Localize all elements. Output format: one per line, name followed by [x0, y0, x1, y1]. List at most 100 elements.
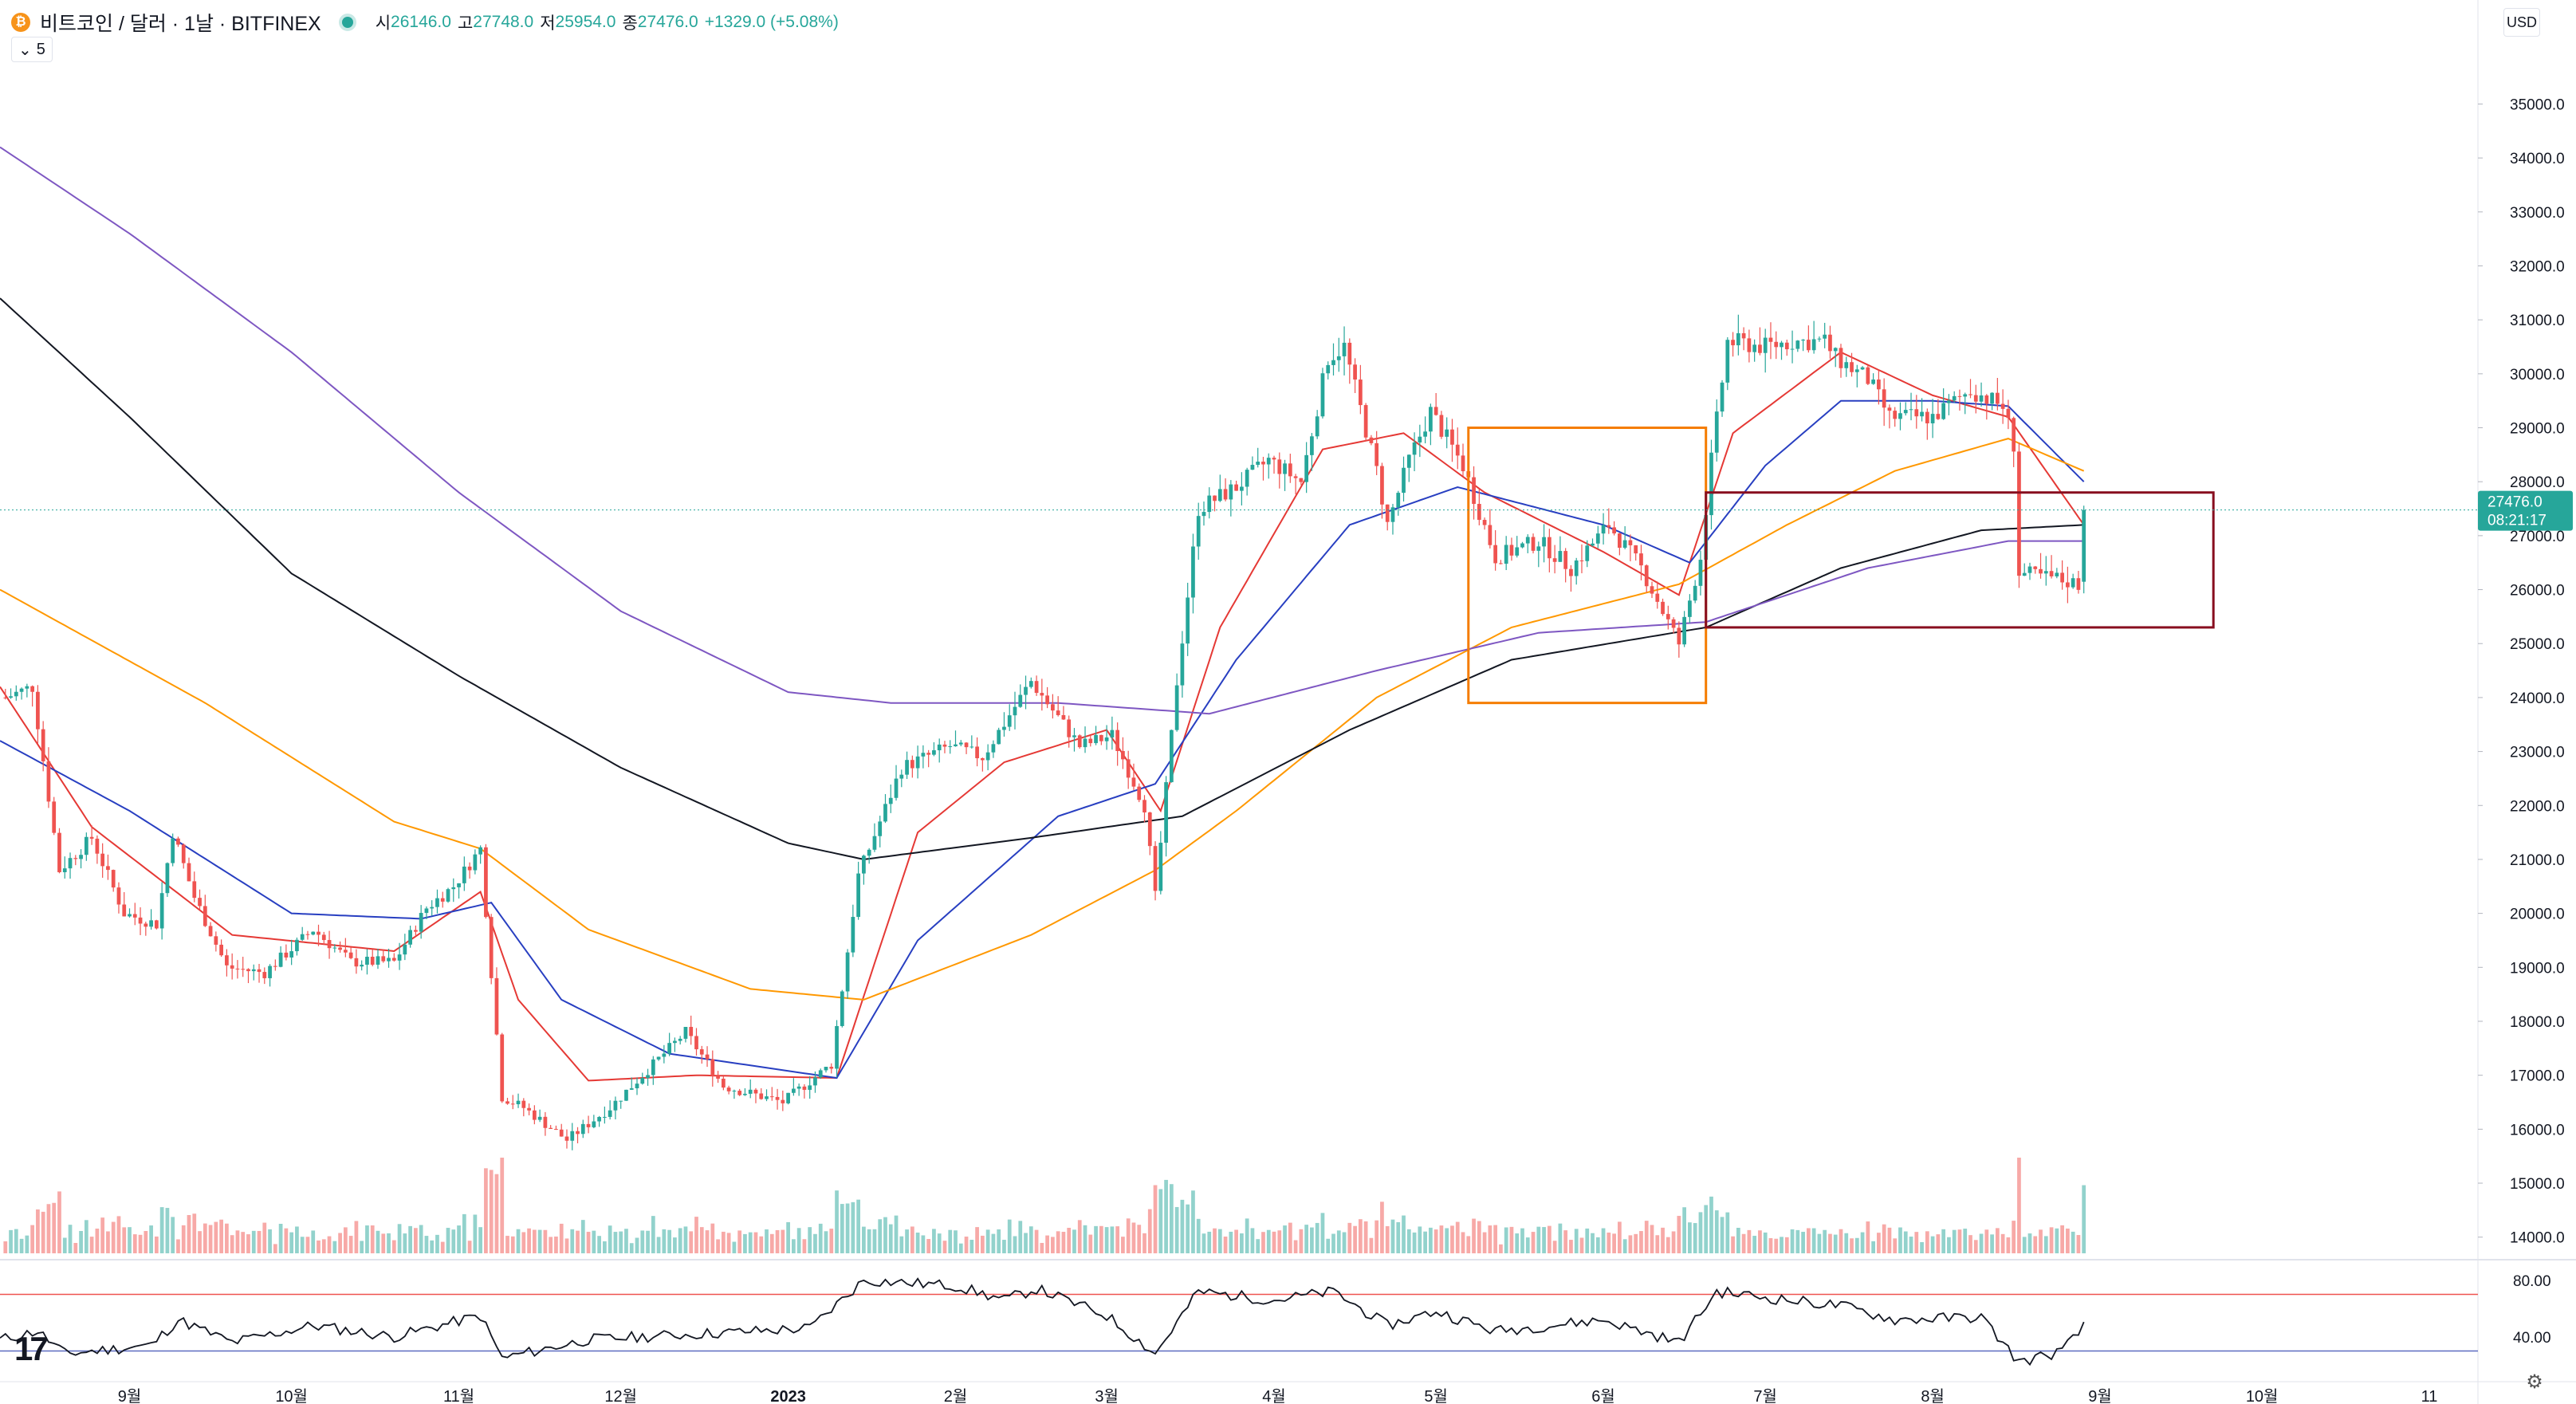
- candle-body: [500, 1034, 505, 1102]
- time-axis[interactable]: 9월 10월 11월 12월 2023 2월 3월 4월 5월 6월 7월 8월 9월 10월 11: [118, 1387, 2438, 1404]
- volume-bar: [1380, 1201, 1384, 1253]
- volume-bar: [1930, 1236, 1935, 1253]
- candle-body: [1024, 686, 1028, 695]
- volume-bar: [1877, 1233, 1881, 1253]
- volume-bar: [149, 1225, 153, 1253]
- candle-body: [537, 1116, 542, 1120]
- candle-body: [942, 744, 947, 747]
- candle-body: [872, 836, 877, 850]
- indicator-toggle[interactable]: ⌄ 5: [11, 37, 53, 62]
- candle-body: [613, 1100, 618, 1111]
- candle-body: [845, 952, 850, 992]
- candle-body: [1217, 489, 1222, 501]
- currency-button[interactable]: USD: [2503, 8, 2540, 37]
- volume-bar: [619, 1231, 623, 1253]
- volume-bars: [3, 1158, 2086, 1253]
- volume-bar: [808, 1227, 812, 1253]
- candle-body: [1380, 466, 1384, 505]
- candle-body: [905, 760, 909, 775]
- volume-bar: [1347, 1222, 1352, 1253]
- volume-bar: [414, 1228, 418, 1253]
- volume-bar: [1385, 1225, 1390, 1253]
- candle-body: [570, 1131, 575, 1141]
- volume-bar: [818, 1223, 823, 1253]
- candle-body: [171, 838, 175, 863]
- close-label: 종: [622, 14, 638, 33]
- candle-body: [1099, 734, 1103, 741]
- volume-bar: [435, 1234, 439, 1253]
- candle-body: [802, 1086, 807, 1090]
- volume-bar: [19, 1238, 24, 1253]
- volume-bar: [46, 1204, 51, 1253]
- candle-body: [473, 854, 478, 871]
- candle-body: [1877, 380, 1881, 390]
- volume-bar: [1223, 1237, 1228, 1253]
- volume-bar: [1909, 1237, 1913, 1253]
- volume-bar: [154, 1236, 159, 1253]
- volume-bar: [1169, 1184, 1174, 1253]
- candle-body: [403, 944, 407, 955]
- candle-body: [2012, 418, 2016, 452]
- candle-body: [1056, 710, 1060, 715]
- candle-body: [1990, 392, 1994, 404]
- low-label: 저: [540, 14, 556, 33]
- price-axis[interactable]: 14000.0 15000.0 16000.0 17000.0 18000.0 19000…: [2478, 96, 2565, 1347]
- candle-body: [1326, 364, 1331, 374]
- volume-bar: [462, 1213, 466, 1253]
- volume-bar: [348, 1236, 353, 1253]
- volume-bar: [1115, 1226, 1120, 1253]
- volume-bar: [1947, 1237, 1951, 1253]
- volume-bar: [1768, 1237, 1773, 1253]
- candle-body: [332, 947, 337, 949]
- volume-bar: [165, 1208, 170, 1253]
- volume-bar: [1736, 1228, 1740, 1253]
- candle-body: [662, 1053, 667, 1057]
- price-tick-label: 23000.0: [2510, 745, 2565, 761]
- candle-body: [1688, 600, 1692, 617]
- drawn-boxes[interactable]: [1467, 427, 2215, 705]
- candlesticks: [3, 314, 2086, 1150]
- volume-bar: [2000, 1233, 2005, 1253]
- volume-bar: [1860, 1232, 1865, 1253]
- candle-body: [1201, 512, 1206, 517]
- volume-bar: [1591, 1233, 1595, 1253]
- candle-body: [192, 881, 197, 899]
- candle-body: [737, 1091, 742, 1095]
- volume-bar: [1099, 1225, 1103, 1253]
- volume-bar: [1957, 1229, 1962, 1253]
- candle-body: [1552, 558, 1557, 562]
- symbol-title[interactable]: 비트코인 / 달러 · 1날 · BITFINEX: [40, 13, 321, 35]
- volume-bar: [1217, 1229, 1222, 1253]
- candle-body: [457, 883, 461, 887]
- volume-bar: [753, 1232, 758, 1253]
- volume-bar: [1072, 1229, 1076, 1253]
- volume-bar: [743, 1233, 747, 1253]
- volume-bar: [457, 1225, 461, 1253]
- price-tag-countdown: 08:21:17: [2488, 513, 2547, 529]
- candle-body: [225, 955, 229, 965]
- gear-icon[interactable]: ⚙: [2526, 1371, 2543, 1393]
- volume-bar: [478, 1227, 483, 1253]
- candle-body: [79, 855, 83, 859]
- candle-body: [824, 1067, 828, 1071]
- candle-body: [1860, 367, 1865, 370]
- volume-bar: [1326, 1238, 1331, 1253]
- volume-bar: [1579, 1237, 1584, 1253]
- candle-body: [1315, 416, 1319, 437]
- maroon-range-box[interactable]: [1705, 491, 2215, 629]
- volume-bar: [781, 1229, 785, 1253]
- candle-body: [958, 742, 963, 745]
- volume-bar: [1693, 1223, 1697, 1253]
- symbol-header[interactable]: ₿ 비트코인 / 달러 · 1날 · BITFINEX 시 26146.0 고 27…: [11, 8, 839, 37]
- volume-bar: [651, 1216, 655, 1253]
- volume-bar: [516, 1229, 521, 1253]
- volume-bar: [878, 1219, 883, 1253]
- volume-bar: [564, 1238, 569, 1253]
- candle-body: [1720, 382, 1725, 412]
- volume-bar: [1558, 1223, 1563, 1253]
- candle-body: [2043, 571, 2048, 574]
- volume-bar: [732, 1241, 737, 1253]
- volume-bar: [295, 1226, 299, 1253]
- candle-body: [68, 858, 73, 869]
